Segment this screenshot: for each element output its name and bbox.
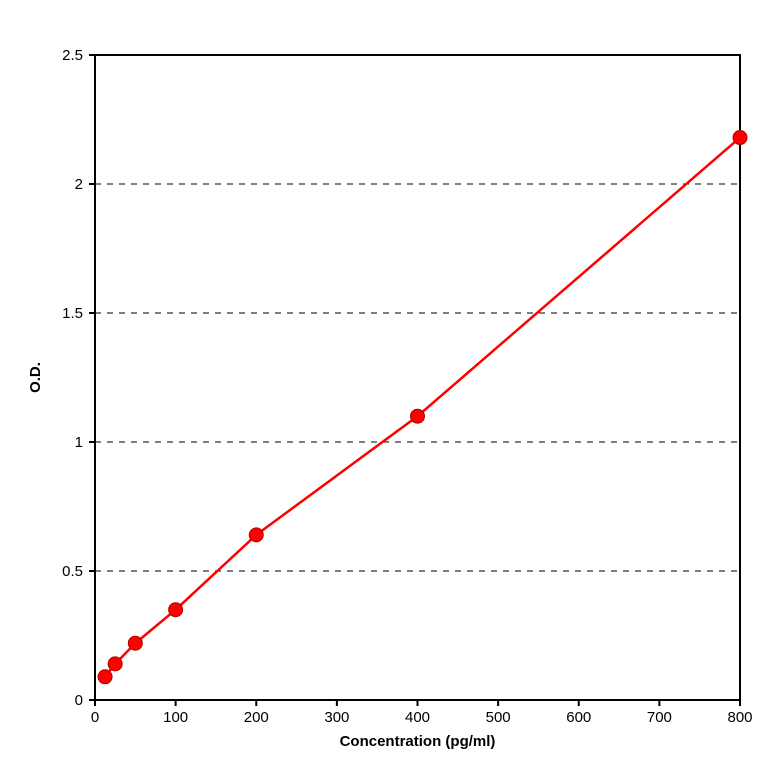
- xtick-label: 700: [647, 709, 672, 726]
- xtick-label: 500: [486, 709, 511, 726]
- xtick-label: 300: [324, 709, 349, 726]
- ytick-label: 0: [75, 692, 83, 709]
- xtick-label: 0: [91, 709, 99, 726]
- data-point: [98, 670, 112, 684]
- ytick-label: 1.5: [62, 305, 83, 322]
- xtick-label: 400: [405, 709, 430, 726]
- data-point: [169, 603, 183, 617]
- x-axis-label: Concentration (pg/ml): [340, 733, 496, 750]
- xtick-label: 200: [244, 709, 269, 726]
- chart-container: 0 100 200 300 400 500 600 700 800 0 0.5 1 1.5 2 2.5 Con…: [0, 0, 764, 764]
- xtick-label: 600: [566, 709, 591, 726]
- ytick-label: 2: [75, 176, 83, 193]
- y-axis-label: O.D.: [27, 362, 44, 393]
- chart-bg: [0, 0, 764, 764]
- xtick-label: 100: [163, 709, 188, 726]
- data-point: [128, 636, 142, 650]
- data-point: [249, 528, 263, 542]
- data-point: [733, 131, 747, 145]
- ytick-label: 0.5: [62, 563, 83, 580]
- chart-svg: 0 100 200 300 400 500 600 700 800 0 0.5 1 1.5 2 2.5 Con…: [0, 0, 764, 764]
- data-point: [108, 657, 122, 671]
- ytick-label: 1: [75, 434, 83, 451]
- xtick-label: 800: [727, 709, 752, 726]
- ytick-label: 2.5: [62, 47, 83, 64]
- data-point: [411, 409, 425, 423]
